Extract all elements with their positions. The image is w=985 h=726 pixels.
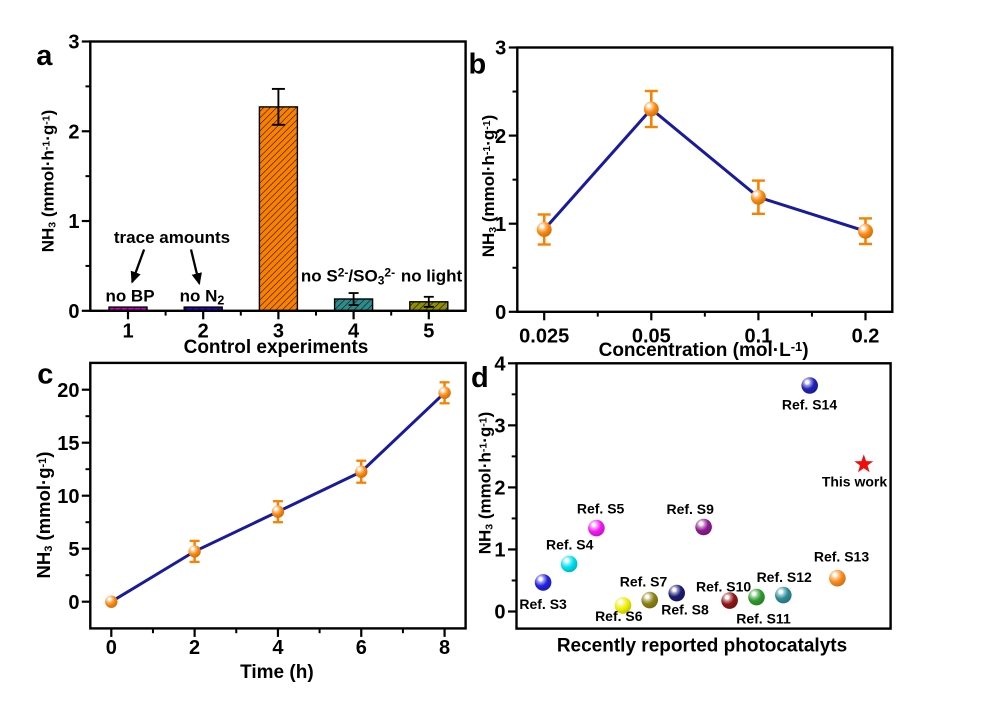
svg-text:no S2-/SO32-: no S2-/SO32-: [301, 266, 395, 287]
svg-text:0.1: 0.1: [744, 326, 772, 348]
svg-text:NH3 (mmol·h-1·g-1): NH3 (mmol·h-1·g-1): [39, 110, 59, 253]
svg-text:Ref. S8: Ref. S8: [661, 601, 709, 617]
svg-text:c: c: [37, 359, 53, 391]
svg-text:15: 15: [57, 433, 79, 455]
svg-text:Ref. S12: Ref. S12: [757, 569, 812, 585]
svg-text:10: 10: [57, 486, 79, 508]
svg-text:b: b: [469, 49, 487, 81]
svg-text:Ref. S14: Ref. S14: [782, 397, 837, 413]
svg-text:8: 8: [439, 637, 450, 659]
svg-text:2: 2: [198, 320, 209, 342]
svg-text:Time (h): Time (h): [240, 662, 314, 683]
svg-text:1: 1: [495, 214, 506, 236]
svg-text:3: 3: [68, 32, 79, 54]
svg-text:2: 2: [189, 637, 200, 659]
svg-text:4: 4: [348, 320, 360, 342]
svg-text:1: 1: [494, 540, 505, 562]
svg-text:0: 0: [494, 602, 505, 624]
svg-text:Concentration (mol·L-1): Concentration (mol·L-1): [599, 339, 809, 361]
svg-text:Ref. S5: Ref. S5: [577, 501, 625, 517]
svg-text:Ref. S9: Ref. S9: [666, 501, 714, 517]
svg-text:d: d: [471, 362, 489, 394]
svg-text:6: 6: [356, 637, 367, 659]
svg-text:no N2: no N2: [180, 287, 225, 308]
svg-text:Ref. S11: Ref. S11: [736, 610, 791, 626]
svg-text:0: 0: [68, 301, 79, 323]
svg-text:0.025: 0.025: [519, 326, 569, 348]
svg-text:no light: no light: [401, 267, 463, 286]
svg-text:Ref. S7: Ref. S7: [620, 574, 668, 590]
svg-text:Ref. S6: Ref. S6: [595, 608, 643, 624]
svg-text:4: 4: [494, 354, 506, 376]
svg-text:NH3 (mmol·g-1): NH3 (mmol·g-1): [33, 452, 55, 579]
svg-text:2: 2: [494, 478, 505, 500]
svg-text:3: 3: [495, 38, 506, 60]
svg-text:0.05: 0.05: [632, 326, 671, 348]
svg-text:NH3 (mmol·h-1·g-1): NH3 (mmol·h-1·g-1): [476, 412, 496, 555]
svg-text:4: 4: [272, 637, 284, 659]
svg-text:0: 0: [106, 637, 117, 659]
svg-text:3: 3: [273, 320, 284, 342]
svg-text:5: 5: [423, 320, 434, 342]
svg-text:0: 0: [495, 302, 506, 324]
svg-text:2: 2: [68, 122, 79, 144]
svg-text:20: 20: [57, 380, 79, 402]
svg-text:2: 2: [495, 126, 506, 148]
svg-text:0.2: 0.2: [852, 326, 880, 348]
svg-text:Ref. S3: Ref. S3: [519, 596, 567, 612]
svg-text:trace amounts: trace amounts: [114, 228, 230, 247]
svg-text:NH3 (mmol·h-1·g-1): NH3 (mmol·h-1·g-1): [479, 115, 499, 258]
svg-text:3: 3: [494, 416, 505, 438]
svg-text:Ref. S10: Ref. S10: [696, 578, 751, 594]
svg-text:Ref. S4: Ref. S4: [546, 536, 594, 552]
svg-text:no BP: no BP: [105, 287, 154, 306]
svg-text:5: 5: [68, 539, 79, 561]
svg-text:Recently reported photocatalyt: Recently reported photocatalyts: [557, 636, 847, 657]
svg-text:Control experiments: Control experiments: [184, 337, 369, 358]
svg-text:1: 1: [122, 320, 133, 342]
svg-text:This work: This work: [822, 474, 888, 490]
svg-text:0: 0: [68, 592, 79, 614]
svg-text:1: 1: [68, 211, 79, 233]
svg-text:a: a: [36, 40, 53, 72]
svg-text:Ref. S13: Ref. S13: [814, 549, 869, 565]
